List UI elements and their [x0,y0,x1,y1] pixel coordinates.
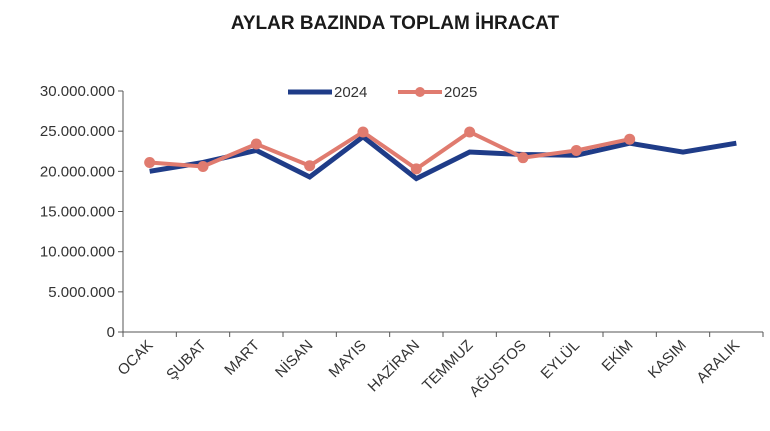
data-point-2025 [304,160,316,172]
data-point-2025 [464,126,476,138]
chart-title: AYLAR BAZINDA TOPLAM İHRACAT [231,13,560,34]
y-tick-label: 30.000.000 [40,83,115,100]
series-line-2024 [149,133,737,182]
data-point-2025 [570,144,582,156]
data-point-2025 [517,152,529,164]
x-tick-label: MART [221,337,263,379]
series-line-2025 [149,129,631,172]
x-tick-label: EKİM [598,336,637,375]
y-tick-label: 5.000.000 [48,284,115,301]
y-tick-label: 25.000.000 [40,123,115,140]
data-point-2025 [197,161,209,173]
legend-label-2024: 2024 [334,84,367,101]
x-tick-label: NİSAN [271,336,316,381]
x-tick-label: AĞUSTOS [466,337,530,401]
x-tick-label: OCAK [114,337,156,379]
legend-label-2025: 2025 [444,84,477,101]
legend-marker-2025 [415,87,425,97]
x-tick-label: KASIM [645,337,690,382]
y-tick-label: 10.000.000 [40,244,115,261]
data-point-2025 [357,126,369,138]
x-tick-label: ŞUBAT [163,337,210,384]
y-tick-label: 0 [107,324,115,341]
data-point-2025 [410,163,422,175]
y-tick-label: 20.000.000 [40,163,115,180]
x-tick-label: HAZİRAN [364,336,423,395]
y-tick-label: 15.000.000 [40,204,115,221]
legend: 2024 2025 [288,84,477,101]
data-point-2025 [250,138,262,150]
x-tick-label: EYLÜL [537,336,583,382]
x-tick-label: MAYIS [326,337,370,381]
data-point-2025 [624,133,636,145]
data-point-2025 [144,156,156,168]
x-tick-label: ARALIK [693,337,743,387]
